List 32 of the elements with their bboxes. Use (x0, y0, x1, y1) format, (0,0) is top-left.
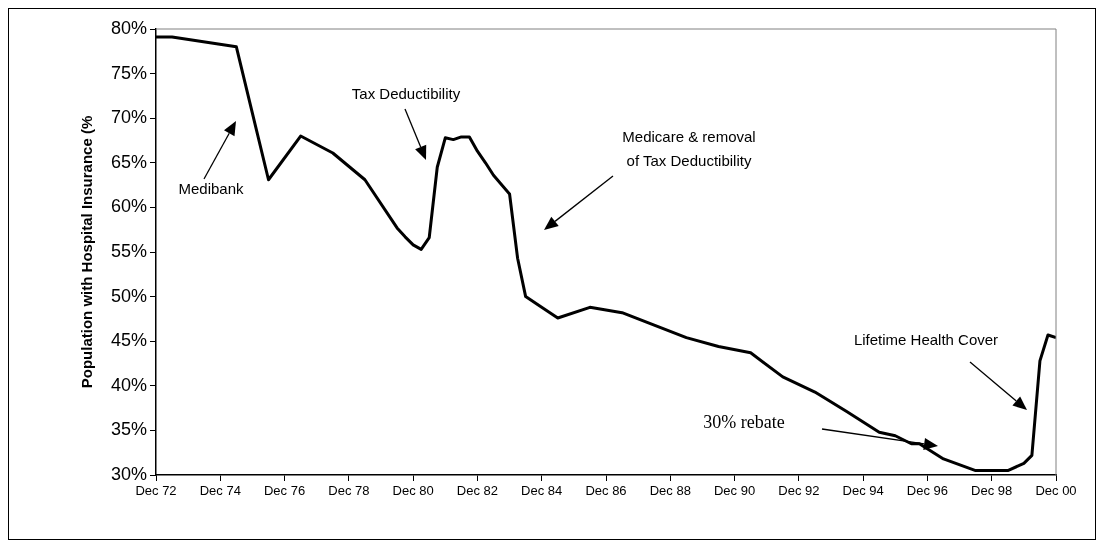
y-tick-label: 50% (110, 285, 147, 306)
annotation: Medicare & removal of Tax Deductibility (622, 128, 756, 170)
annotation: 30% rebate (703, 411, 785, 432)
x-tick-label: Dec 72 (135, 483, 177, 499)
x-tick-label: Dec 82 (456, 483, 499, 499)
x-tick-label: Dec 80 (392, 483, 434, 499)
y-tick-label: 45% (110, 330, 147, 351)
x-tick-label: Dec 00 (1035, 483, 1077, 499)
y-tick-label: 70% (110, 107, 147, 128)
x-tick-label: Dec 88 (649, 483, 691, 499)
y-tick-label: 60% (110, 196, 147, 217)
x-tick-label: Dec 92 (778, 483, 820, 499)
y-tick-label: 35% (110, 419, 147, 440)
x-tick-label: Dec 84 (521, 483, 563, 499)
y-tick-label: 80% (110, 17, 147, 38)
annotation: Medibank (178, 180, 245, 198)
x-tick-label: Dec 78 (328, 483, 370, 499)
x-tick-label: Dec 94 (842, 483, 884, 499)
annotation: Lifetime Health Cover (853, 331, 999, 349)
y-tick-label: 30% (110, 463, 147, 484)
x-tick-label: Dec 86 (585, 483, 627, 499)
y-axis-title: Population with Hospital Insurance (% (78, 115, 96, 389)
x-tick-label: Dec 96 (906, 483, 949, 499)
y-tick-label: 75% (110, 62, 147, 83)
x-tick-label: Dec 74 (199, 483, 241, 499)
y-tick-label: 55% (110, 240, 147, 261)
y-tick-label: 65% (110, 151, 147, 172)
x-tick-label: Dec 98 (971, 483, 1013, 499)
x-tick-label: Dec 90 (713, 483, 756, 499)
y-tick-label: 40% (110, 374, 147, 395)
annotation: Tax Deductibility (351, 85, 461, 103)
x-tick-label: Dec 76 (263, 483, 306, 499)
